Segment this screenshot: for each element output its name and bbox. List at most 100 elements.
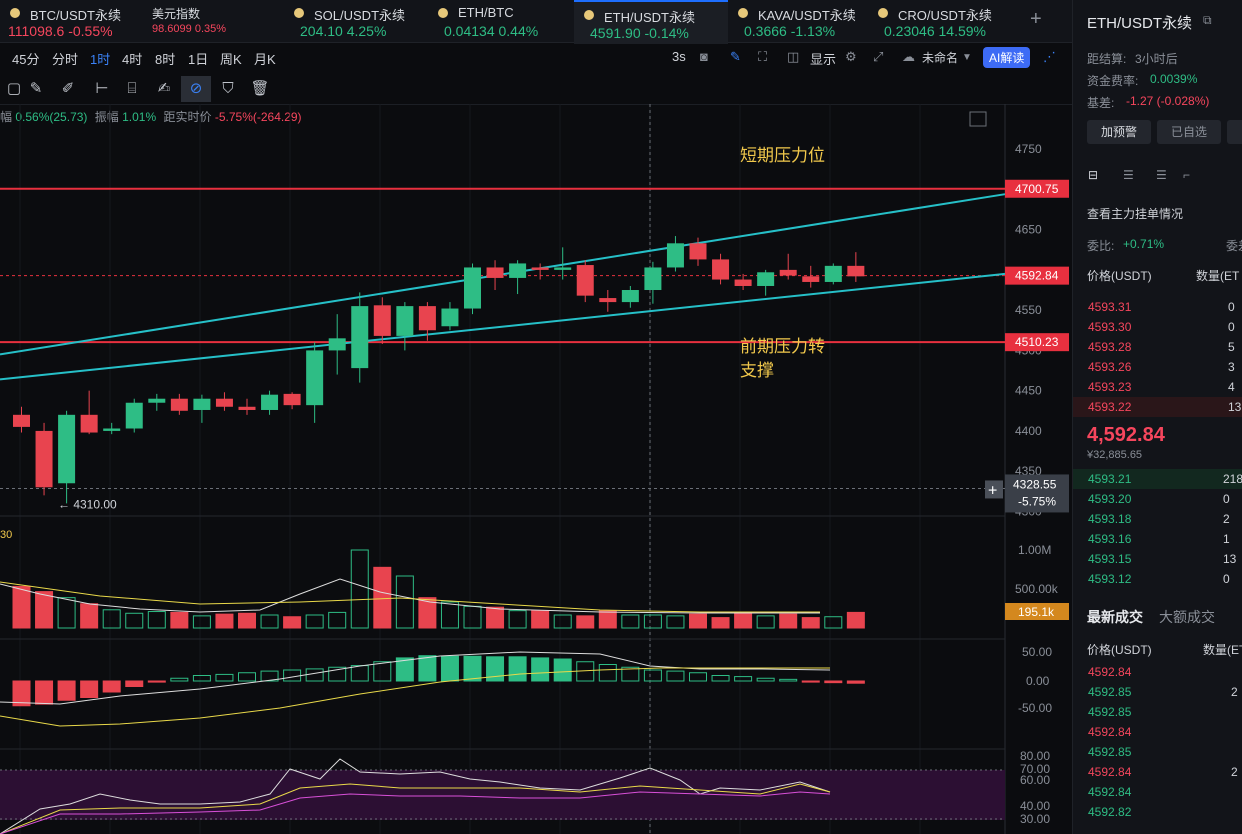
candle[interactable] xyxy=(779,253,797,280)
maximize-icon[interactable] xyxy=(969,111,987,127)
timeframe-4[interactable]: 8时 xyxy=(155,52,176,67)
candle[interactable] xyxy=(712,253,730,285)
ticker-price: 98.6099 0.35% xyxy=(152,23,226,35)
camera-icon[interactable]: ◙ xyxy=(700,49,708,64)
candle[interactable] xyxy=(148,393,166,411)
candle[interactable] xyxy=(802,265,820,288)
candle[interactable] xyxy=(238,398,256,415)
timeframe-2[interactable]: 1时 xyxy=(90,52,111,67)
macd-bar xyxy=(260,670,279,682)
candle[interactable] xyxy=(464,263,481,315)
candle[interactable] xyxy=(215,392,233,411)
main-orders-link[interactable]: 查看主力挂单情况 xyxy=(1087,207,1184,221)
share-icon[interactable]: ⋰ xyxy=(1043,49,1056,64)
candle[interactable] xyxy=(170,393,188,415)
interval-select[interactable]: 3s xyxy=(672,49,686,64)
add-order-button[interactable] xyxy=(985,480,1003,499)
candle[interactable] xyxy=(531,263,549,280)
candle[interactable] xyxy=(599,290,617,312)
volume-bar xyxy=(57,597,76,629)
candle[interactable] xyxy=(554,247,572,280)
candle[interactable] xyxy=(576,260,594,303)
brush-tool-icon[interactable]: ✐ xyxy=(61,80,75,97)
ticker-tab-5[interactable]: KAVA/USDT永续 0.3666 -1.13% xyxy=(728,0,868,42)
candle[interactable] xyxy=(193,394,211,423)
display-button[interactable]: 显示 xyxy=(810,52,837,67)
candle[interactable] xyxy=(441,302,459,331)
resistance-price-tag-text: 4700.75 xyxy=(1015,182,1059,196)
edit-icon[interactable]: ✎ xyxy=(730,49,741,64)
candle[interactable] xyxy=(261,390,279,415)
ticker-tab-0[interactable]: BTC/USDT永续 111098.6 -0.55% xyxy=(0,0,140,42)
candle[interactable] xyxy=(58,410,76,504)
timeframe-7[interactable]: 月K xyxy=(254,52,276,67)
candle[interactable] xyxy=(328,314,346,375)
timeframe-1[interactable]: 分时 xyxy=(52,52,79,67)
candle[interactable] xyxy=(80,390,98,435)
measure-tool-icon[interactable]: ⌸ xyxy=(127,80,137,97)
add-alert-button[interactable]: 加预警 xyxy=(1087,120,1151,144)
ticker-tab-4[interactable]: ETH/USDT永续 4591.90 -0.14% xyxy=(574,0,728,44)
tab-latest-trades[interactable]: 最新成交 xyxy=(1087,609,1143,625)
ruler-tool-icon[interactable]: ⊢ xyxy=(95,80,109,97)
settings-icon[interactable]: ◫ xyxy=(787,49,800,64)
add-tab-button[interactable]: + xyxy=(1030,8,1042,30)
ai-interpret-button[interactable]: AI解读 xyxy=(983,47,1031,68)
cursor-tool-icon[interactable]: ▢ xyxy=(6,80,22,97)
candle[interactable] xyxy=(509,260,527,295)
ticker-price: 0.04134 0.44% xyxy=(444,23,538,39)
orderbook-mode-asks-icon[interactable]: ☰ xyxy=(1156,168,1167,182)
candle[interactable] xyxy=(35,422,53,496)
expand-icon[interactable]: ⤢ xyxy=(873,49,884,64)
price-chart[interactable]: 47504650455045004450440043504300短期压力位前期压… xyxy=(0,104,1072,834)
candle[interactable] xyxy=(125,398,143,433)
pen-tool-icon[interactable]: ✎ xyxy=(29,80,43,97)
candle[interactable] xyxy=(666,236,684,272)
copy-icon[interactable]: ⧉ xyxy=(1203,13,1212,27)
candle[interactable] xyxy=(351,292,369,383)
ticker-tab-2[interactable]: SOL/USDT永续 204.10 4.25% xyxy=(284,0,428,42)
rsi-band xyxy=(0,770,1005,820)
orderbook-depth-icon[interactable]: ⌐ xyxy=(1183,168,1191,182)
candle[interactable] xyxy=(396,302,414,351)
macd-tick: -50.00 xyxy=(1018,701,1052,715)
candle[interactable] xyxy=(373,297,391,344)
tab-large-trades[interactable]: 大额成交 xyxy=(1159,609,1215,625)
trade-qty: 2 xyxy=(1231,765,1238,779)
filter-tool-icon[interactable]: ⛉ xyxy=(222,80,234,97)
layout-select[interactable]: 未命名 xyxy=(922,51,959,65)
candle[interactable] xyxy=(283,392,301,410)
orderbook-mode-both-icon[interactable]: ⊟ xyxy=(1088,168,1099,182)
favorite-button[interactable]: 已自选 xyxy=(1157,120,1221,144)
basis-label: 基差: xyxy=(1087,96,1115,110)
note-tool-icon[interactable]: ✍ xyxy=(157,80,171,97)
magnet-tool-icon[interactable]: ⊘ xyxy=(181,76,211,102)
candle[interactable] xyxy=(306,342,324,423)
candle[interactable] xyxy=(847,252,865,282)
candle[interactable] xyxy=(734,273,752,291)
candle[interactable] xyxy=(644,261,662,304)
gear-icon[interactable]: ⚙ xyxy=(845,49,857,64)
trash-tool-icon[interactable]: 🗑 xyxy=(250,80,270,97)
ticker-tab-1[interactable]: 美元指数 98.6099 0.35% xyxy=(140,0,284,42)
ticker-tab-6[interactable]: CRO/USDT永续 0.23046 14.59% xyxy=(868,0,1008,42)
timeframe-3[interactable]: 4时 xyxy=(122,52,143,67)
timeframe-0[interactable]: 45分 xyxy=(12,52,40,67)
candle[interactable] xyxy=(103,422,121,435)
candle[interactable] xyxy=(621,285,639,308)
candle[interactable] xyxy=(486,260,504,291)
timeframe-5[interactable]: 1日 xyxy=(188,52,209,67)
candle[interactable] xyxy=(418,302,436,341)
timeframe-6[interactable]: 周K xyxy=(220,52,242,67)
candle[interactable] xyxy=(689,237,707,266)
more-button[interactable] xyxy=(1227,120,1242,144)
channel-lower-line[interactable] xyxy=(0,272,1006,381)
candle[interactable] xyxy=(13,406,30,433)
cloud-icon[interactable]: ☁ xyxy=(902,49,915,64)
candle[interactable] xyxy=(824,263,842,285)
candle[interactable] xyxy=(757,269,775,296)
ticker-tab-3[interactable]: ETH/BTC 0.04134 0.44% xyxy=(428,0,574,42)
orderbook-mode-bids-icon[interactable]: ☰ xyxy=(1123,168,1134,182)
volume-bar xyxy=(125,612,144,629)
fullscreen-icon[interactable]: ⛶ xyxy=(758,49,768,64)
